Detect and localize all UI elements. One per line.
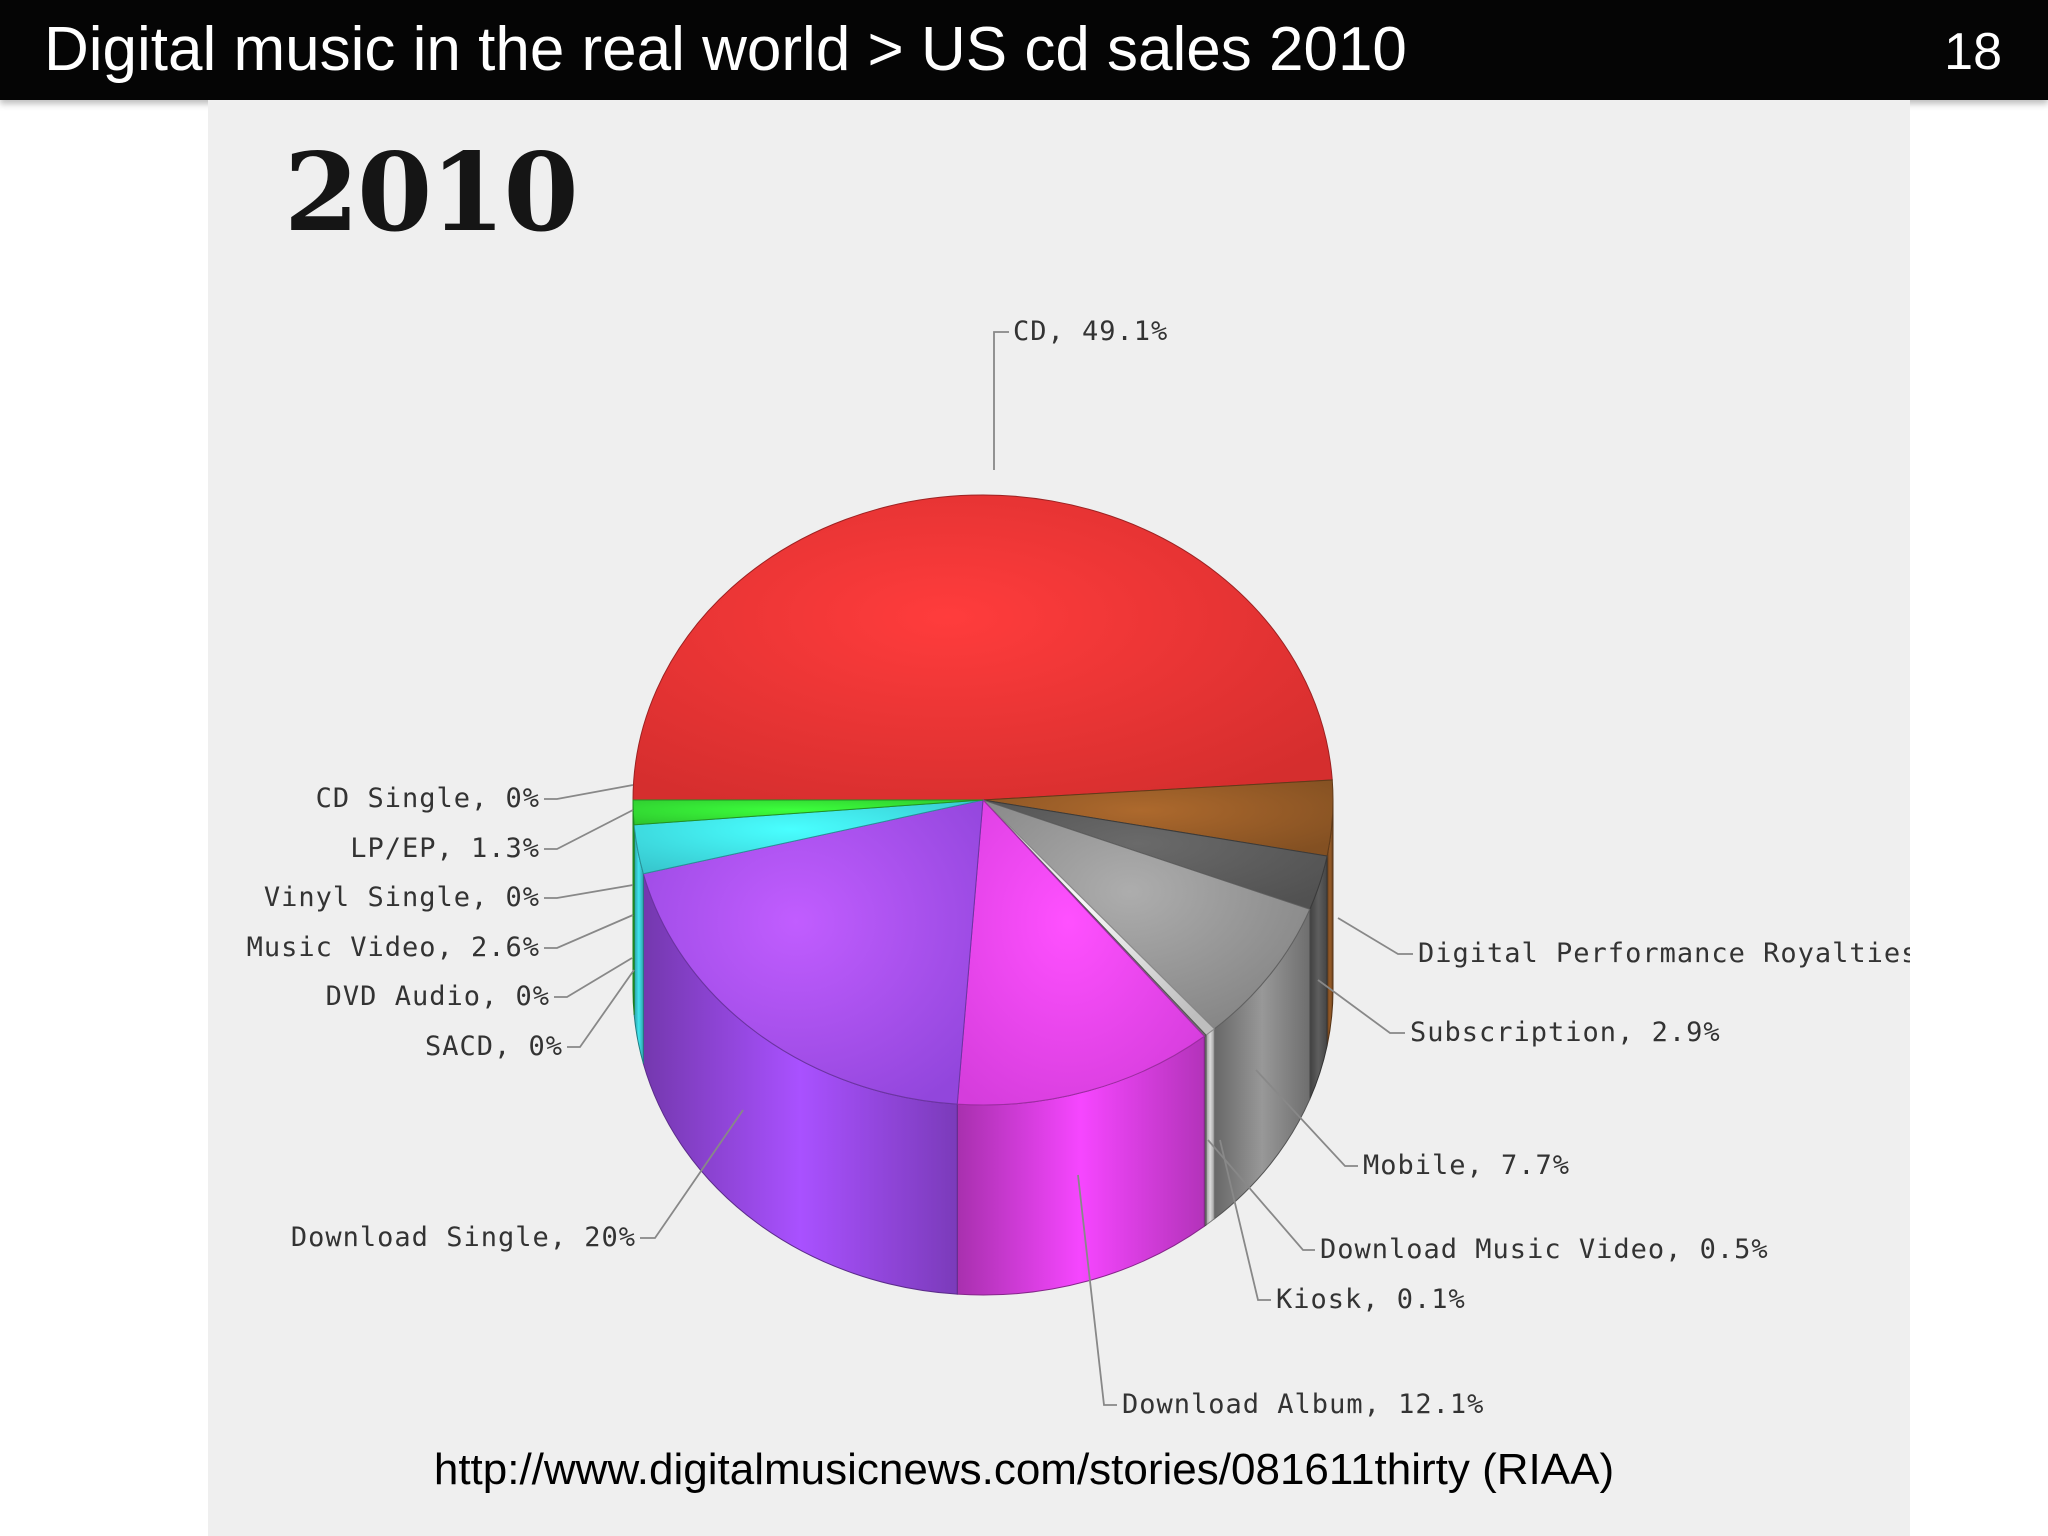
chart-title: 2010 [284, 130, 579, 256]
leader-line [1219, 1139, 1271, 1301]
slice-label: Music Video, 2.6% [247, 932, 540, 963]
leader-line [1337, 917, 1413, 955]
slice-label: Mobile, 7.7% [1363, 1150, 1570, 1181]
slice-label: Download Music Video, 0.5% [1320, 1234, 1769, 1265]
source-citation: http://www.digitalmusicnews.com/stories/… [433, 1445, 1615, 1494]
slice-label: Download Album, 12.1% [1122, 1389, 1484, 1420]
slice-label: Kiosk, 0.1% [1276, 1284, 1466, 1315]
leader-line [554, 957, 633, 998]
slice-label: Digital Performance Royalties [1418, 938, 1910, 969]
leader-line [993, 331, 1009, 470]
leader-line [1317, 979, 1405, 1034]
pie-chart: CD, 49.1% Digital Performance Royalties Su… [247, 316, 1910, 1420]
pie-side-13 [632, 799, 635, 1015]
leader-line [544, 809, 634, 850]
slice-label: Download Single, 20% [291, 1222, 636, 1253]
leader-line [544, 884, 634, 899]
leader-line [567, 969, 635, 1048]
slice-label: Subscription, 2.9% [1410, 1017, 1721, 1048]
slice-label: CD Single, 0% [316, 783, 540, 814]
leader-line [1077, 1174, 1117, 1406]
slice-label: CD, 49.1% [1013, 316, 1168, 347]
pie-side-5 [1205, 1027, 1215, 1227]
slice-label: DVD Audio, 0% [326, 981, 550, 1012]
pie-slice-1 [632, 494, 1333, 801]
pie-labels: CD, 49.1% Digital Performance Royalties Su… [247, 316, 1910, 1420]
pie-slice-13 [632, 799, 984, 826]
slice-label: LP/EP, 1.3% [350, 833, 540, 864]
leader-line [544, 914, 634, 949]
slice-label: Vinyl Single, 0% [264, 882, 540, 913]
leader-line [1255, 1069, 1358, 1167]
pie-slice-7 [956, 798, 1206, 1106]
slice-label: SACD, 0% [425, 1031, 563, 1062]
leader-line [544, 784, 634, 800]
pie-slice-4 [982, 799, 1311, 1030]
leader-line [1207, 1139, 1315, 1251]
slide-title: Digital music in the real world > US cd … [44, 15, 1407, 84]
chart-panel: 2010 CD, 49.1% Digital Performance Royalt… [208, 100, 1910, 1536]
slide-header: Digital music in the real world > US cd … [0, 0, 2048, 100]
pie-slice-8 [642, 799, 984, 1105]
pie-slices [632, 494, 1334, 1106]
leader-line [640, 1109, 744, 1239]
page-number: 18 [1944, 23, 2002, 81]
